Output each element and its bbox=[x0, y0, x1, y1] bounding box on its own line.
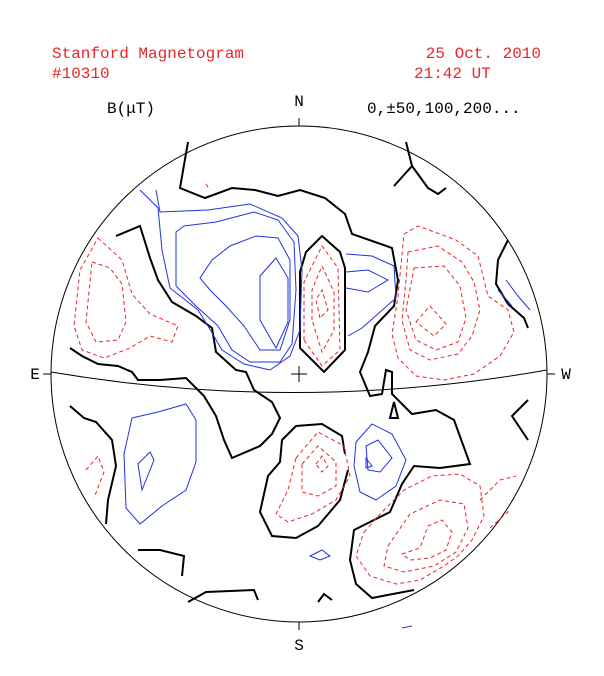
neutral-lines bbox=[69, 141, 529, 603]
positive-contours bbox=[123, 189, 531, 629]
north-label: N bbox=[294, 93, 304, 111]
time: 21:42 UT bbox=[414, 65, 491, 83]
date: 25 Oct. 2010 bbox=[426, 45, 541, 63]
south-label: S bbox=[294, 637, 304, 655]
contour-levels: 0,±50,100,200... bbox=[367, 100, 521, 118]
west-label: W bbox=[561, 366, 571, 384]
title: Stanford Magnetogram bbox=[52, 45, 244, 63]
unit-label: B(μT) bbox=[107, 100, 155, 118]
map-id: #10310 bbox=[52, 65, 110, 83]
disk bbox=[43, 118, 555, 630]
east-label: E bbox=[30, 366, 40, 384]
negative-contours bbox=[73, 183, 517, 585]
